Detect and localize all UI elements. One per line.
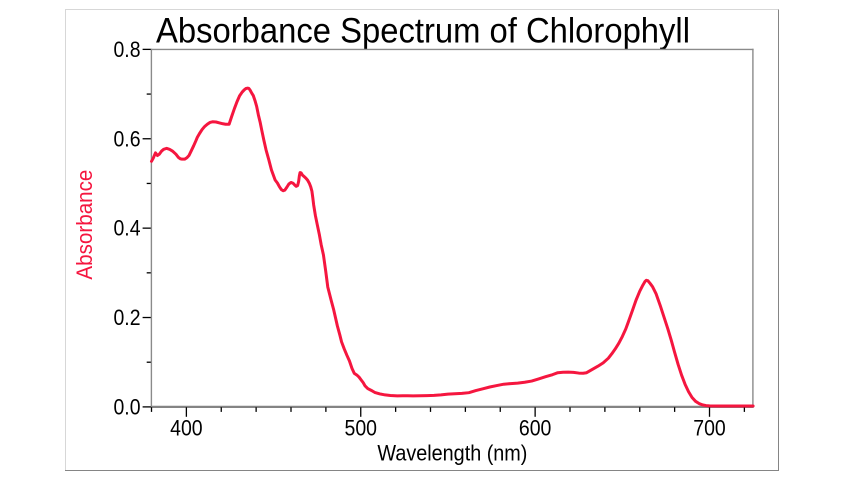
svg-text:Wavelength (nm): Wavelength (nm) <box>377 440 527 465</box>
svg-text:0.2: 0.2 <box>114 305 141 330</box>
svg-text:Absorbance Spectrum of Chlorop: Absorbance Spectrum of Chlorophyll <box>156 12 690 51</box>
svg-text:0.6: 0.6 <box>114 126 141 151</box>
svg-text:500: 500 <box>345 415 378 440</box>
svg-text:700: 700 <box>693 415 726 440</box>
svg-text:0.4: 0.4 <box>114 216 141 241</box>
svg-text:400: 400 <box>170 415 203 440</box>
svg-text:0.0: 0.0 <box>114 394 141 419</box>
svg-text:Absorbance: Absorbance <box>72 170 97 280</box>
svg-text:0.8: 0.8 <box>114 37 141 62</box>
svg-text:600: 600 <box>519 415 552 440</box>
